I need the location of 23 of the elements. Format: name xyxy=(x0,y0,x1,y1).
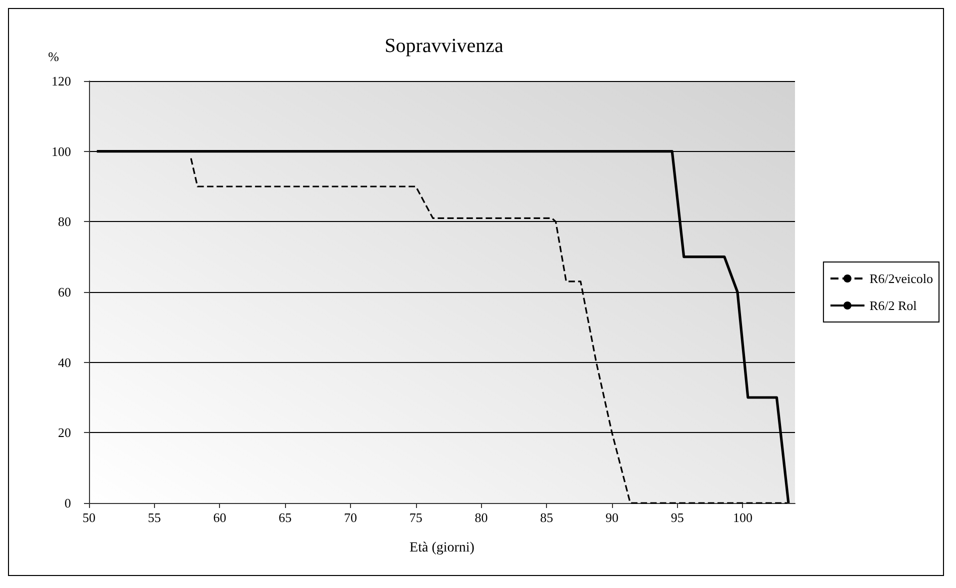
chart-title: Sopravvivenza xyxy=(384,35,504,57)
x-tick-label: 50 xyxy=(82,510,96,525)
y-tick-label: 120 xyxy=(52,74,71,88)
x-tick-label: 55 xyxy=(148,510,161,525)
x-tick-label: 75 xyxy=(409,510,422,525)
legend-label: R6/2veicolo xyxy=(869,271,933,286)
y-tick-label: 80 xyxy=(58,214,71,230)
x-tick-label: 100 xyxy=(732,510,752,525)
y-axis-title: % xyxy=(48,49,60,64)
x-tick-label: 65 xyxy=(278,510,292,525)
x-tick-label: 70 xyxy=(344,510,357,525)
x-tick-label: 80 xyxy=(474,510,488,525)
x-tick-label: 95 xyxy=(670,510,684,525)
x-axis-title: Età (giorni) xyxy=(410,540,475,556)
y-tick-label: 100 xyxy=(52,144,71,159)
legend-label: R6/2 Rol xyxy=(869,298,918,313)
x-tick-label: 90 xyxy=(605,510,618,525)
y-tick-label: 0 xyxy=(64,496,71,510)
y-tick-label: 40 xyxy=(58,354,71,370)
y-tick-label: 60 xyxy=(58,284,71,300)
x-tick-label: 60 xyxy=(213,510,226,525)
y-tick-label: 20 xyxy=(58,425,71,440)
x-tick-label: 85 xyxy=(540,510,554,525)
